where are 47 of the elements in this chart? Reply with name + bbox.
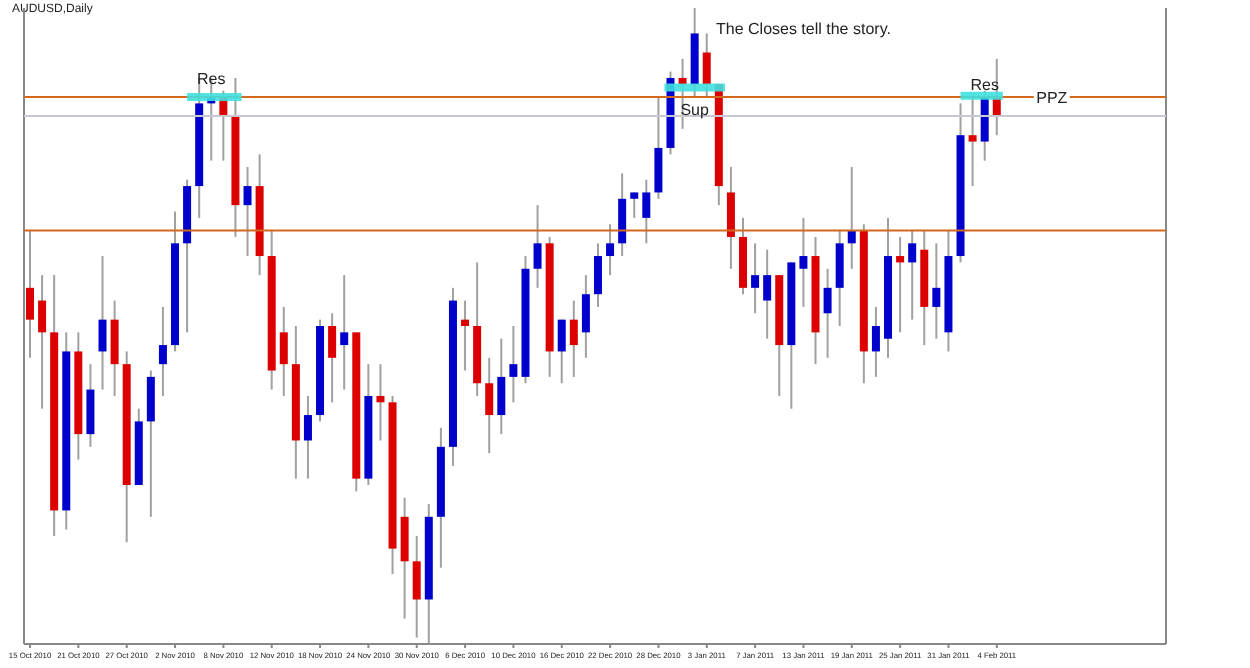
candlestick [654,96,663,200]
candlestick [86,363,95,448]
candlestick [618,172,627,258]
candlestick [896,235,905,334]
candlestick [376,363,385,442]
candlestick [642,178,651,245]
candlestick [461,299,470,372]
candlestick [509,325,518,404]
candlestick [593,242,602,308]
candlestick [630,191,639,219]
candlestick [557,318,566,385]
candlestick [606,223,615,277]
annotation: Sup [680,101,711,120]
candlestick [835,229,844,327]
candlestick [968,96,977,188]
candlestick [980,89,989,162]
candlestick [303,394,312,480]
annotation: The Closes tell the story. [716,20,891,38]
candlestick [726,166,735,270]
candlestick [110,299,119,397]
candlestick [26,229,34,359]
ref-line-label: PPZ [1036,89,1068,108]
candlestick [533,204,542,289]
candlestick [400,496,409,620]
candlestick [871,305,880,378]
annotation: Res [197,69,226,88]
candlestick [328,312,337,404]
candlestick [485,356,494,455]
candlestick [823,267,832,359]
candlestick [932,242,941,340]
annotation: Res [970,76,999,94]
candlestick [702,32,711,99]
candlestick [38,274,47,410]
candlestick [497,337,506,436]
candlestick [799,216,808,308]
candlestick [581,274,590,359]
candlestick [279,305,288,397]
candlestick [751,242,760,315]
candlestick [908,229,917,321]
candlestick [243,166,252,258]
candlestick [98,255,107,391]
candlestick [412,534,421,639]
candlestick [158,305,167,397]
candlestick [146,369,155,518]
candlestick [340,274,349,391]
candlestick [569,299,578,378]
candlestick [763,248,772,340]
